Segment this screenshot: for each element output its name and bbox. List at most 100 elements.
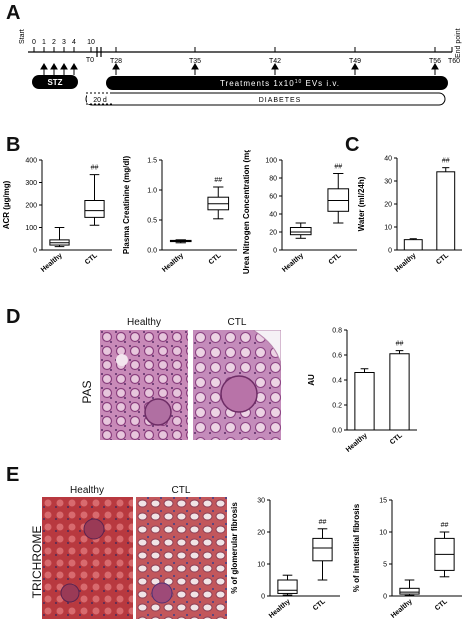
significance-label: ##: [214, 177, 222, 184]
pas-ctl-label: CTL: [227, 317, 247, 328]
tick-t60: T60: [448, 58, 460, 65]
pas-side-label: PAS: [80, 380, 94, 404]
panel-letter-e: E: [6, 464, 20, 486]
treatment-label: Treatments 1x1010 EVs i.v.: [220, 79, 340, 88]
trichrome-ctl-label: CTL: [171, 485, 191, 496]
diabetes-box: [85, 92, 446, 106]
tick-t49: T49: [349, 58, 361, 65]
y-tick-label: 0.6: [332, 353, 342, 360]
box-iqr: [84, 200, 105, 218]
chart-glomerular-fibrosis: % of glomerular fibrosis 0 10 20 30 Healthy ##…: [230, 498, 340, 620]
y-tick-label: 400: [25, 158, 37, 165]
significance-label: ##: [442, 158, 450, 165]
panel-letter-c: C: [345, 134, 360, 156]
bar: [354, 372, 375, 431]
tick-t56: T56: [429, 58, 441, 65]
timeline-start-label: Start: [19, 29, 26, 44]
stz-arrows: [40, 63, 78, 75]
y-tick-label: 100: [265, 158, 277, 165]
y-axis-label: Plasma Creatinine (mg/dl): [122, 156, 131, 255]
trichrome-healthy-micrograph: [42, 497, 133, 619]
trichrome-ctl-micrograph: [136, 497, 227, 619]
tick-day-1: 1: [42, 39, 46, 46]
chart-interstitial-fibrosis: % of interstitial fibrosis 0 5 10 15 Healthy #…: [352, 498, 462, 620]
chart-plasma-creatinine: Plasma Creatinine (mg/dl) 0.0 0.5 1.0 1.5 Hea…: [122, 156, 237, 274]
treatment-arrows: [112, 63, 439, 75]
box-iqr: [277, 579, 298, 594]
y-tick-label: 10: [257, 562, 265, 569]
y-axis-label: AU: [307, 374, 316, 386]
tick-day-2: 2: [52, 39, 56, 46]
stz-box: [32, 75, 78, 89]
x-category-label: Healthy: [345, 432, 369, 454]
diabetes-label: DIABETES: [259, 97, 302, 104]
bar: [403, 239, 423, 251]
y-tick-label: 0.2: [332, 403, 342, 410]
y-axis-label: % of glomerular fibrosis: [230, 502, 239, 594]
chart-pas-au: AU 0.0 0.2 0.4 0.6 0.8 Healthy ## CTL: [307, 328, 417, 454]
y-tick-label: 1.5: [147, 158, 157, 165]
significance-label: ##: [334, 164, 342, 171]
y-tick-label: 15: [379, 498, 387, 505]
pas-ctl-micrograph: [193, 330, 281, 440]
y-tick-label: 5: [383, 562, 387, 569]
trichrome-healthy-label: Healthy: [70, 485, 104, 496]
panel-letter-b: B: [6, 134, 21, 156]
y-tick-label: 60: [269, 194, 277, 201]
panel-letter-d: D: [6, 306, 21, 328]
significance-label: ##: [441, 522, 449, 529]
bar: [389, 353, 410, 431]
y-tick-label: 100: [25, 225, 37, 232]
significance-label: ##: [319, 519, 327, 526]
week-ticks: [115, 47, 453, 52]
x-category-label: CTL: [208, 252, 223, 267]
x-category-label: Healthy: [281, 252, 305, 274]
diabetes-days-label: 20 d: [93, 97, 107, 104]
y-tick-label: 300: [25, 180, 37, 187]
y-axis-label: ACR (µg/mg): [2, 180, 11, 229]
panel-letter-a: A: [6, 2, 21, 24]
chart-water: Water (ml/24h) 0 10 20 30 40 Healthy ## CTL: [357, 156, 462, 274]
timeline-day-ticks: [33, 47, 102, 57]
y-tick-label: 80: [269, 176, 277, 183]
chart-urea-nitrogen: Urea Nitrogen Concentration (mg/dl) 0 20 40…: [242, 150, 357, 274]
y-tick-label: 30: [384, 179, 392, 186]
y-tick-label: 40: [384, 156, 392, 163]
box-iqr: [399, 587, 420, 595]
y-axis-label: Urea Nitrogen Concentration (mg/dl): [242, 150, 251, 274]
y-tick-label: 10: [379, 530, 387, 537]
bar: [436, 171, 456, 251]
y-tick-label: 10: [384, 225, 392, 232]
treatment-box: [106, 76, 448, 90]
y-tick-label: 0: [261, 594, 265, 601]
pas-healthy-label: Healthy: [127, 317, 161, 328]
y-tick-label: 1.0: [147, 188, 157, 195]
tick-t0: T0: [86, 57, 94, 64]
stz-label: STZ: [47, 78, 62, 87]
x-category-label: CTL: [389, 432, 404, 447]
y-tick-label: 0: [33, 248, 37, 255]
x-category-label: Healthy: [390, 598, 414, 620]
y-tick-label: 200: [25, 203, 37, 210]
tick-t35: T35: [189, 58, 201, 65]
box-iqr: [289, 227, 312, 236]
timeline-end-label: End point: [455, 28, 462, 58]
significance-label: ##: [91, 165, 99, 172]
y-tick-label: 30: [257, 498, 265, 505]
y-tick-label: 20: [269, 230, 277, 237]
x-category-label: CTL: [84, 252, 99, 267]
x-category-label: CTL: [434, 598, 449, 613]
x-category-label: CTL: [312, 598, 327, 613]
y-tick-label: 20: [257, 530, 265, 537]
y-tick-label: 20: [384, 202, 392, 209]
chart-acr: ACR (µg/mg) 0 100 200 300 400 Healthy ## CTL: [2, 158, 112, 274]
box-iqr: [312, 537, 333, 562]
y-tick-label: 0.0: [147, 248, 157, 255]
x-category-label: Healthy: [40, 252, 64, 274]
pas-healthy-micrograph: [100, 330, 188, 440]
x-category-label: Healthy: [268, 598, 292, 620]
x-category-label: Healthy: [394, 252, 418, 274]
y-axis-label: Water (ml/24h): [357, 176, 366, 231]
tick-day-0: 0: [32, 39, 36, 46]
y-tick-label: 0: [273, 248, 277, 255]
